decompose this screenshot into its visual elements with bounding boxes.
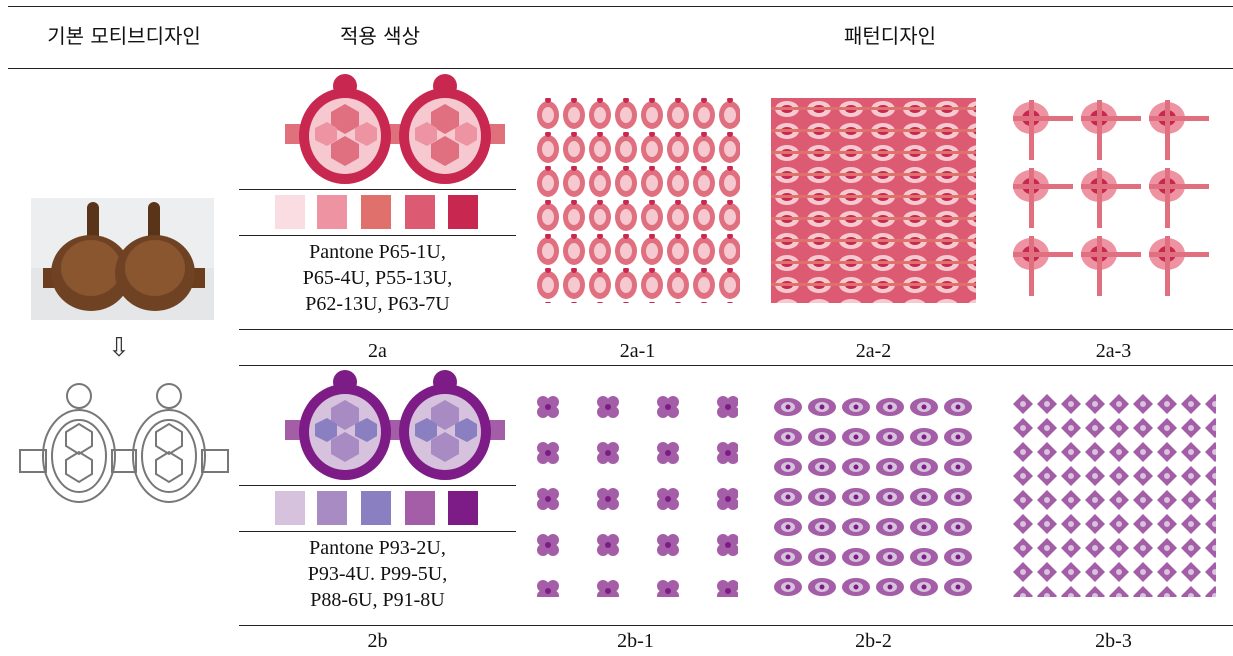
- swatch-2a-5: [448, 195, 478, 229]
- swatch-2a-2: [317, 195, 347, 229]
- pantone-2a-line-2: P65-4U, P55-13U,: [302, 267, 453, 289]
- label-2a-3: 2a-3: [1095, 340, 1132, 362]
- label-2a-2: 2a-2: [855, 340, 892, 362]
- header-pattern: 패턴디자인: [844, 24, 936, 48]
- pantone-2a-line-1: Pantone P65-1U,: [309, 241, 446, 263]
- pantone-codes-2a: Pantone P65-1U, P65-4U, P55-13U, P62-13U…: [239, 239, 516, 317]
- color-motif-2b: [285, 370, 505, 480]
- swatch-rule-2b-bottom: [239, 531, 516, 532]
- label-2a-1: 2a-1: [619, 340, 656, 362]
- pantone-2b-line-1: Pantone P93-2U,: [309, 537, 446, 559]
- pantone-2a-line-3: P62-13U, P63-7U: [305, 293, 450, 315]
- row-2a-bottom-rule: [239, 365, 1233, 366]
- swatch-2a-3: [361, 195, 391, 229]
- pattern-2b-3: [1011, 392, 1216, 597]
- pantone-codes-2b: Pantone P93-2U, P93-4U. P99-5U, P88-6U, …: [239, 535, 516, 613]
- pattern-2a-3: [1011, 98, 1216, 303]
- swatch-2b-3: [361, 491, 391, 525]
- label-2b-3: 2b-3: [1095, 630, 1132, 652]
- pattern-2a-2: [771, 98, 976, 303]
- swatch-rule-2a-bottom: [239, 235, 516, 236]
- swatch-2b-2: [317, 491, 347, 525]
- pattern-2a-1: [535, 98, 740, 303]
- pantone-2b-line-3: P88-6U, P91-8U: [310, 589, 445, 611]
- label-2b: 2b: [367, 630, 388, 652]
- header-color: 적용 색상: [340, 24, 420, 48]
- swatch-rule-2a-top: [239, 189, 516, 190]
- label-2b-1: 2b-1: [617, 630, 654, 652]
- header-motif: 기본 모티브디자인: [47, 24, 201, 48]
- pantone-2b-line-2: P93-4U. P99-5U,: [307, 563, 448, 585]
- pattern-2b-2: [771, 392, 976, 597]
- label-2a: 2a: [368, 340, 387, 362]
- motif-line-drawing: [18, 378, 230, 506]
- label-2b-2: 2b-2: [855, 630, 892, 652]
- table-top-rule: [8, 6, 1233, 7]
- color-motif-2a: [285, 74, 505, 184]
- swatch-rule-2b-top: [239, 485, 516, 486]
- motif-photo: [31, 198, 214, 320]
- pattern-2b-1: [533, 392, 738, 597]
- row-2b-top-rule: [239, 625, 1233, 626]
- swatch-2b-1: [275, 491, 305, 525]
- down-arrow-icon: ⇩: [108, 333, 130, 363]
- swatch-2a-4: [405, 195, 435, 229]
- row-2a-top-rule: [239, 329, 1233, 330]
- swatch-2b-5: [448, 491, 478, 525]
- swatch-2b-4: [405, 491, 435, 525]
- header-bottom-rule: [8, 68, 1233, 69]
- swatch-2a-1: [275, 195, 305, 229]
